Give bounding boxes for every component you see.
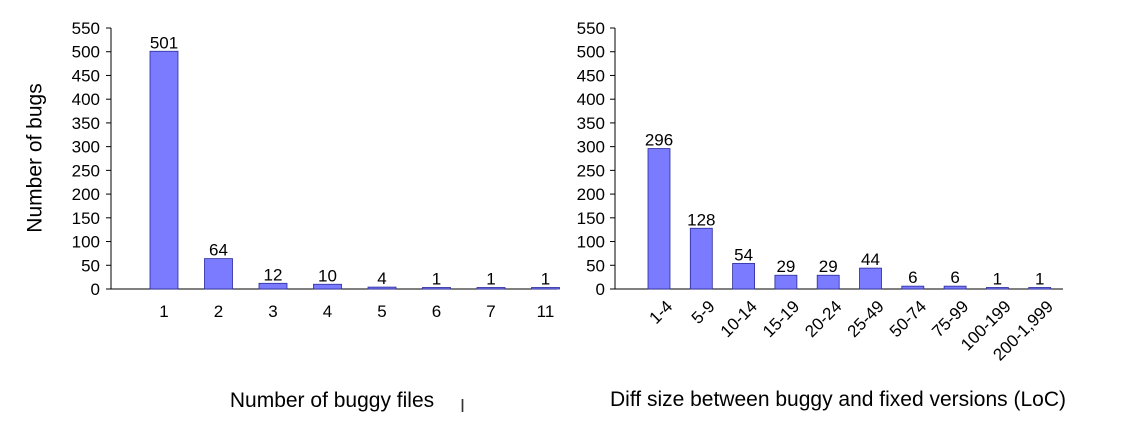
data-label: 296 bbox=[645, 131, 673, 150]
data-label: 6 bbox=[908, 268, 917, 287]
y-tick-label: 150 bbox=[577, 209, 605, 228]
data-label: 29 bbox=[819, 257, 838, 276]
data-label: 1 bbox=[993, 270, 1002, 289]
x-tick-label: 15-19 bbox=[759, 297, 803, 341]
y-tick-label: 350 bbox=[72, 114, 100, 133]
data-label: 29 bbox=[776, 257, 795, 276]
y-tick-label: 400 bbox=[72, 90, 100, 109]
y-tick-label: 500 bbox=[577, 43, 605, 62]
y-tick-label: 300 bbox=[72, 138, 100, 157]
x-tick-label: 4 bbox=[323, 302, 332, 321]
data-label: 54 bbox=[734, 245, 753, 264]
x-tick-label: 25-49 bbox=[844, 297, 888, 341]
bar bbox=[647, 148, 671, 290]
y-tick-label: 500 bbox=[72, 43, 100, 62]
y-tick-label: 150 bbox=[72, 209, 100, 228]
x-tick-label: 11 bbox=[537, 302, 555, 321]
bar bbox=[859, 267, 882, 290]
x-tick-label: 7 bbox=[486, 302, 495, 321]
x-tick-label: 10-14 bbox=[717, 297, 761, 341]
y-tick-label: 450 bbox=[72, 66, 100, 85]
bar bbox=[986, 287, 1009, 290]
x-tick-label: 1-4 bbox=[645, 297, 676, 328]
bar bbox=[204, 258, 233, 290]
chart-1: 0501001502002503003504004505005505011642… bbox=[24, 19, 560, 412]
y-tick-label: 50 bbox=[586, 256, 605, 275]
y-tick-label: 250 bbox=[72, 161, 100, 180]
data-label: 64 bbox=[209, 241, 228, 260]
y-tick-label: 200 bbox=[72, 185, 100, 204]
bar bbox=[816, 274, 840, 290]
chart-2: 0501001502002503003504004505005502961-41… bbox=[577, 19, 1066, 411]
bar bbox=[476, 287, 506, 290]
x-tick-label: 5 bbox=[377, 302, 386, 321]
bar bbox=[689, 227, 713, 290]
bar bbox=[774, 274, 798, 290]
y-tick-label: 550 bbox=[577, 19, 605, 38]
y-tick-label: 0 bbox=[596, 280, 605, 299]
x-tick-label: 5-9 bbox=[688, 297, 719, 328]
data-label: 4 bbox=[377, 269, 386, 288]
x-tick-label: 3 bbox=[268, 302, 277, 321]
x-tick-label: 1 bbox=[159, 302, 168, 321]
y-tick-label: 350 bbox=[577, 114, 605, 133]
y-tick-label: 450 bbox=[577, 66, 605, 85]
data-label: 1 bbox=[432, 270, 441, 289]
y-tick-label: 250 bbox=[577, 161, 605, 180]
bar bbox=[901, 285, 925, 290]
y-tick-label: 300 bbox=[577, 138, 605, 157]
text-cursor-icon: I bbox=[460, 396, 466, 416]
y-tick-label: 550 bbox=[72, 19, 100, 38]
x-tick-label: 2 bbox=[214, 302, 223, 321]
bar bbox=[313, 283, 342, 290]
bar bbox=[422, 287, 451, 290]
bar bbox=[367, 286, 397, 290]
bar bbox=[531, 287, 560, 290]
data-label: 44 bbox=[861, 250, 880, 269]
x-tick-label: 50-74 bbox=[886, 297, 930, 341]
y-tick-label: 50 bbox=[81, 256, 100, 275]
y-axis-title: Number of bugs bbox=[24, 83, 47, 232]
data-label: 6 bbox=[950, 268, 959, 287]
data-label: 128 bbox=[687, 210, 715, 229]
data-label: 1 bbox=[1035, 270, 1044, 289]
y-tick-label: 100 bbox=[72, 233, 100, 252]
y-tick-label: 0 bbox=[91, 280, 100, 299]
data-label: 10 bbox=[318, 266, 337, 285]
bar bbox=[258, 282, 288, 290]
x-axis-title: Number of buggy files bbox=[230, 389, 434, 412]
bar bbox=[149, 50, 179, 290]
data-label: 501 bbox=[150, 33, 178, 52]
x-tick-label: 20-24 bbox=[801, 297, 845, 341]
y-tick-label: 100 bbox=[577, 233, 605, 252]
y-tick-label: 200 bbox=[577, 185, 605, 204]
x-axis-title: Diff size between buggy and fixed versio… bbox=[610, 388, 1066, 411]
bar bbox=[943, 285, 967, 290]
data-label: 12 bbox=[264, 265, 283, 284]
bar bbox=[732, 262, 755, 290]
data-label: 1 bbox=[486, 270, 495, 289]
bar bbox=[1028, 287, 1052, 290]
data-label: 1 bbox=[541, 270, 550, 289]
y-tick-label: 400 bbox=[577, 90, 605, 109]
x-tick-label: 6 bbox=[432, 302, 441, 321]
